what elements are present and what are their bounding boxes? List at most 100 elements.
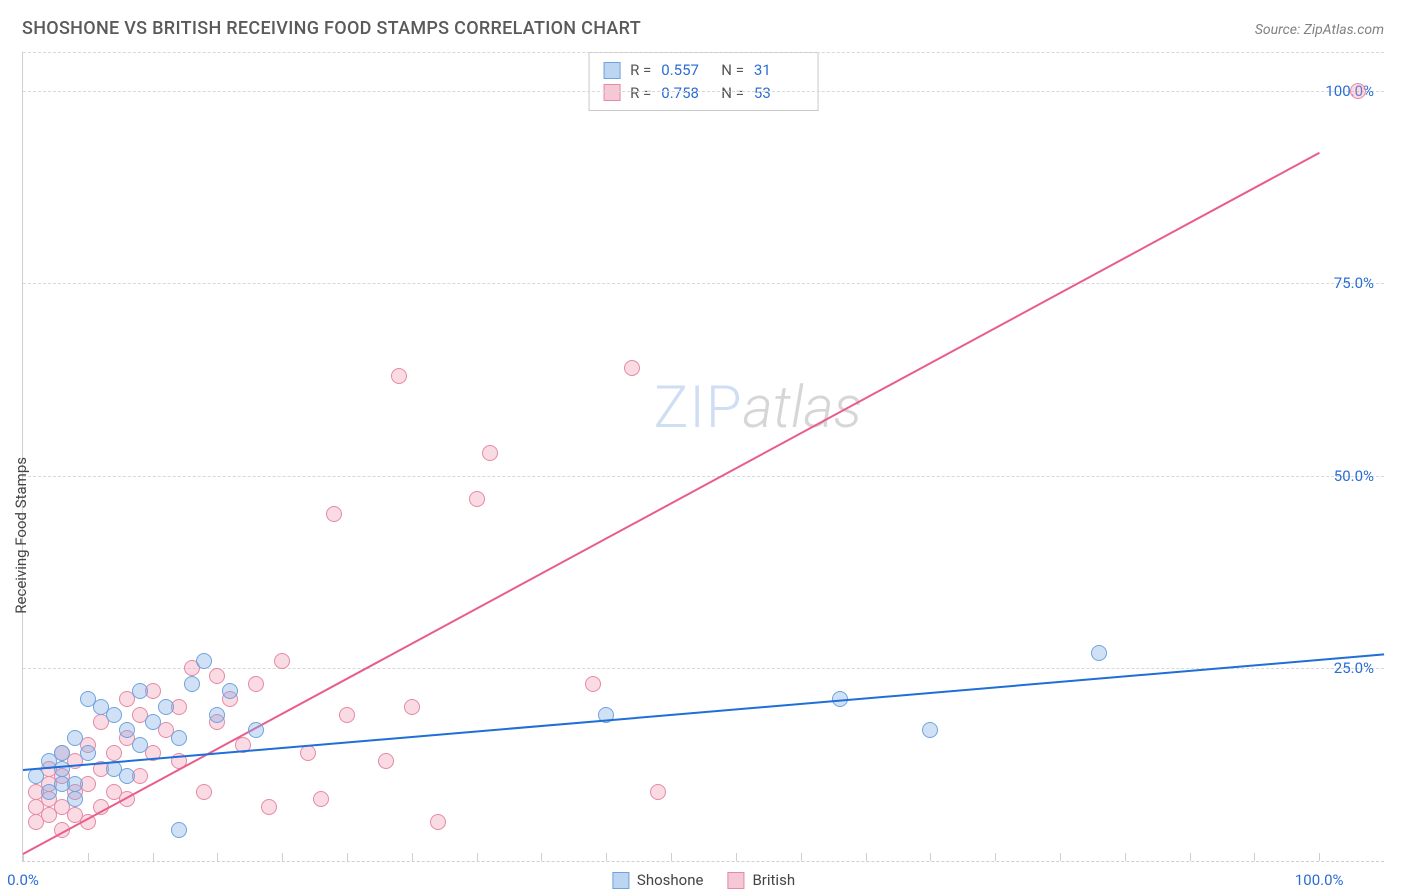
data-point-british	[650, 784, 666, 800]
x-tick	[217, 853, 218, 861]
stat-r-key: R =	[630, 82, 651, 105]
x-tick	[606, 853, 607, 861]
trend-line-british	[23, 152, 1320, 855]
data-point-shoshone	[54, 761, 70, 777]
gridline-h	[23, 668, 1384, 669]
x-tick	[412, 853, 413, 861]
stat-r-key: R =	[630, 59, 651, 82]
correlation-chart: Receiving Food Stamps ZIPatlas R =0.557N…	[22, 52, 1384, 862]
y-tick-label: 25.0%	[1334, 659, 1374, 677]
data-point-british	[1350, 83, 1366, 99]
series-legend: Shoshone British	[612, 871, 795, 889]
x-tick	[736, 853, 737, 861]
data-point-british	[469, 491, 485, 507]
x-tick	[1060, 853, 1061, 861]
y-tick-label: 50.0%	[1334, 467, 1374, 485]
x-tick	[930, 853, 931, 861]
data-point-british	[482, 445, 498, 461]
legend-swatch-british	[727, 872, 744, 889]
x-tick	[1254, 853, 1255, 861]
x-tick	[1190, 853, 1191, 861]
data-point-british	[624, 360, 640, 376]
legend-swatch-shoshone	[603, 62, 620, 79]
data-point-shoshone	[145, 714, 161, 730]
data-point-british	[209, 668, 225, 684]
legend-label: Shoshone	[637, 871, 704, 889]
data-point-shoshone	[248, 722, 264, 738]
legend-swatch-british	[603, 84, 620, 101]
data-point-shoshone	[54, 745, 70, 761]
data-point-shoshone	[119, 768, 135, 784]
data-point-shoshone	[209, 707, 225, 723]
x-tick	[282, 853, 283, 861]
stats-row-british: R = 0.758 N = 53	[603, 82, 804, 105]
x-tick	[153, 853, 154, 861]
data-point-shoshone	[67, 776, 83, 792]
data-point-british	[585, 676, 601, 692]
legend-item-shoshone: Shoshone	[612, 871, 704, 889]
stat-n-value: 31	[754, 59, 804, 82]
gridline-h	[23, 476, 1384, 477]
legend-item-british: British	[727, 871, 795, 889]
x-tick	[1319, 853, 1320, 861]
x-tick	[995, 853, 996, 861]
x-tick	[541, 853, 542, 861]
data-point-british	[248, 676, 264, 692]
y-tick-label: 75.0%	[1334, 274, 1374, 292]
data-point-british	[404, 699, 420, 715]
data-point-british	[391, 368, 407, 384]
watermark: ZIPatlas	[654, 374, 863, 442]
data-point-shoshone	[171, 730, 187, 746]
data-point-shoshone	[922, 722, 938, 738]
data-point-shoshone	[80, 745, 96, 761]
plot-area: ZIPatlas R = 0.557 N = 31 R = 0.758 N = 53 25.0…	[23, 52, 1384, 861]
data-point-british	[326, 506, 342, 522]
x-tick-label: 100.0%	[1295, 871, 1344, 889]
x-tick-label: 0.0%	[7, 871, 39, 889]
data-point-british	[274, 653, 290, 669]
data-point-british	[430, 814, 446, 830]
data-point-shoshone	[106, 707, 122, 723]
chart-header: SHOSHONE VS BRITISH RECEIVING FOOD STAMP…	[0, 0, 1406, 47]
data-point-british	[196, 784, 212, 800]
x-tick	[347, 853, 348, 861]
data-point-british	[378, 753, 394, 769]
data-point-british	[106, 745, 122, 761]
watermark-zip: ZIP	[654, 374, 743, 442]
data-point-british	[300, 745, 316, 761]
gridline-h	[23, 91, 1384, 92]
data-point-british	[313, 791, 329, 807]
x-tick	[671, 853, 672, 861]
legend-swatch-shoshone	[612, 872, 629, 889]
data-point-shoshone	[119, 722, 135, 738]
data-point-shoshone	[222, 683, 238, 699]
data-point-shoshone	[67, 791, 83, 807]
data-point-shoshone	[1091, 645, 1107, 661]
stats-legend-box: R = 0.557 N = 31 R = 0.758 N = 53	[588, 52, 819, 111]
x-tick	[88, 853, 89, 861]
data-point-british	[339, 707, 355, 723]
trend-line-shoshone	[23, 653, 1384, 771]
x-tick	[866, 853, 867, 861]
source-prefix: Source:	[1255, 22, 1304, 38]
data-point-british	[261, 799, 277, 815]
stat-r-value: 0.557	[661, 59, 711, 82]
x-tick	[801, 853, 802, 861]
chart-title: SHOSHONE VS BRITISH RECEIVING FOOD STAMP…	[22, 18, 641, 39]
data-point-shoshone	[158, 699, 174, 715]
legend-label: British	[752, 871, 795, 889]
stat-n-value: 53	[754, 82, 804, 105]
stat-r-value: 0.758	[661, 82, 711, 105]
data-point-shoshone	[67, 730, 83, 746]
data-point-shoshone	[196, 653, 212, 669]
stats-row-shoshone: R = 0.557 N = 31	[603, 59, 804, 82]
data-point-shoshone	[132, 683, 148, 699]
data-point-shoshone	[28, 768, 44, 784]
source-credit: Source: ZipAtlas.com	[1255, 22, 1384, 38]
stat-n-key: N =	[721, 59, 744, 82]
stat-n-key: N =	[721, 82, 744, 105]
gridline-h	[23, 283, 1384, 284]
x-tick	[477, 853, 478, 861]
data-point-shoshone	[132, 737, 148, 753]
gridline-h	[23, 52, 1384, 53]
